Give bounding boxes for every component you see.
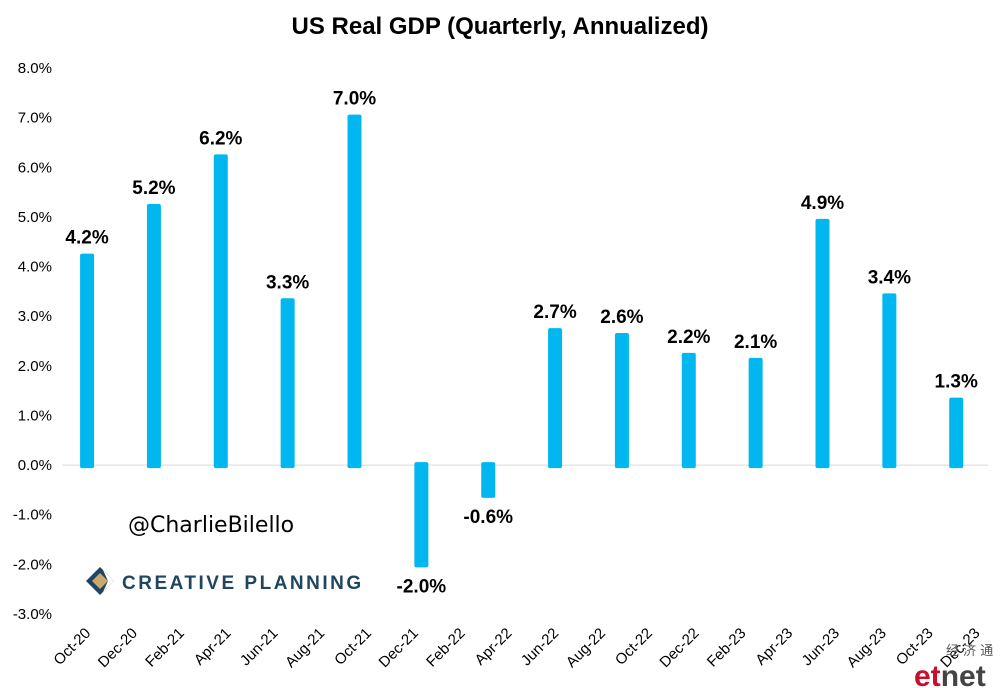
y-tick-label: 4.0% [18, 259, 52, 276]
data-label: 3.3% [266, 272, 309, 293]
data-label: 1.3% [935, 372, 978, 393]
bar [882, 293, 897, 469]
data-label: 4.2% [65, 228, 108, 249]
x-tick-label: Jun-21 [237, 625, 281, 669]
data-label: 3.4% [868, 267, 911, 288]
x-tick-label: Oct-21 [331, 625, 375, 669]
x-tick-label: Apr-23 [752, 625, 796, 669]
y-tick-label: 0.0% [18, 457, 52, 474]
x-tick-label: Oct-22 [612, 625, 656, 669]
creative-planning-emblem-icon [86, 567, 114, 595]
y-tick-label: -3.0% [13, 606, 52, 623]
x-tick-label: Feb-23 [704, 625, 750, 671]
watermark-logo: etnet [914, 660, 986, 688]
x-tick-label: Dec-20 [95, 625, 141, 671]
y-tick-label: 5.0% [18, 209, 52, 226]
y-tick-label: 8.0% [18, 60, 52, 77]
x-tick-label: Apr-22 [472, 625, 516, 669]
creative-planning-logo: CREATIVE PLANNING [86, 567, 364, 595]
author-handle: @CharlieBilello [128, 513, 294, 538]
x-tick-label: Aug-22 [563, 625, 609, 671]
creative-planning-wordmark: CREATIVE PLANNING [122, 573, 364, 594]
etnet-watermark: 经 济 通 etnet [914, 644, 993, 688]
bar [681, 352, 696, 469]
bar [80, 253, 95, 469]
bar [614, 333, 629, 469]
data-label: 5.2% [132, 178, 175, 199]
bar [146, 203, 161, 469]
data-label: 4.9% [801, 193, 844, 214]
x-tick-label: Aug-23 [844, 625, 890, 671]
y-tick-label: -2.0% [13, 556, 52, 573]
watermark-chinese: 经 济 通 [946, 644, 993, 659]
y-tick-label: 7.0% [18, 110, 52, 127]
data-label: 2.2% [667, 327, 710, 348]
y-tick-label: 3.0% [18, 308, 52, 325]
x-tick-label: Dec-22 [656, 625, 702, 671]
x-tick-label: Oct-20 [50, 625, 94, 669]
y-tick-label: 1.0% [18, 407, 52, 424]
bar [280, 298, 295, 469]
y-tick-label: 2.0% [18, 358, 52, 375]
data-label: 2.7% [533, 302, 576, 323]
bar [949, 397, 964, 469]
x-axis: Oct-20 Dec-20 Feb-21 Apr-21 Jun-21 Aug-21 Oct-… [50, 625, 983, 671]
bar [213, 154, 228, 469]
x-tick-label: Feb-22 [423, 625, 469, 671]
bars-group [80, 114, 964, 568]
bar [548, 328, 563, 469]
bar [481, 462, 496, 498]
x-tick-label: Dec-21 [376, 625, 422, 671]
y-tick-label: -1.0% [13, 507, 52, 524]
x-tick-label: Jun-23 [799, 625, 843, 669]
data-label: 6.2% [199, 128, 242, 149]
bar [815, 218, 830, 469]
data-label: -0.6% [463, 507, 513, 528]
x-tick-label: Feb-21 [142, 625, 188, 671]
y-tick-label: 6.0% [18, 159, 52, 176]
data-labels-group: 4.2% 5.2% 6.2% 3.3% 7.0% -2.0% -0.6% 2.7% 2.6% 2.… [65, 89, 978, 598]
data-label: 2.1% [734, 332, 777, 353]
x-tick-label: Apr-21 [191, 625, 235, 669]
x-tick-label: Jun-22 [518, 625, 562, 669]
data-label: 2.6% [600, 307, 643, 328]
y-axis: 8.0% 7.0% 6.0% 5.0% 4.0% 3.0% 2.0% 1.0% 0.0% -1.0… [13, 60, 52, 623]
chart-title: US Real GDP (Quarterly, Annualized) [292, 13, 709, 40]
bar [748, 357, 763, 469]
data-label: 7.0% [333, 89, 376, 110]
x-tick-label: Aug-21 [282, 625, 328, 671]
data-label: -2.0% [397, 576, 447, 597]
bar [414, 462, 429, 568]
bar [347, 114, 362, 469]
